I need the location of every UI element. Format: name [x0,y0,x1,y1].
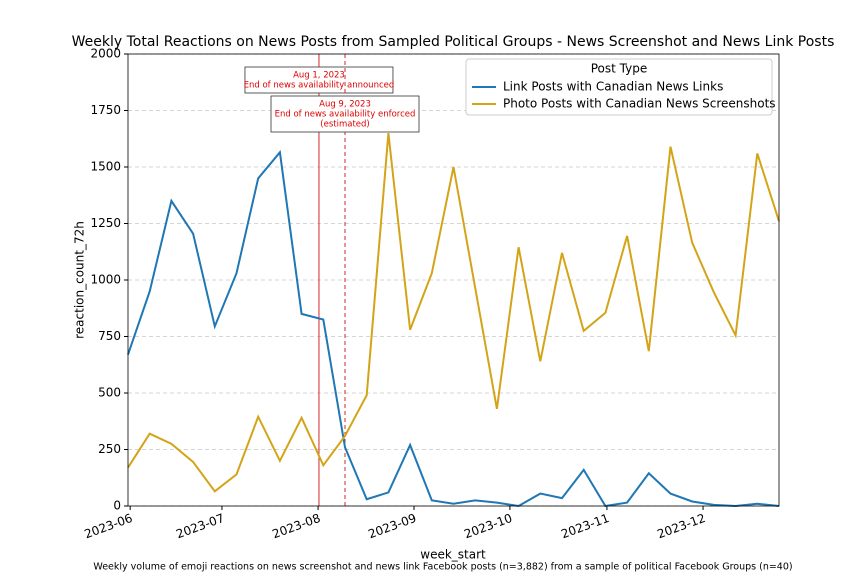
y-axis-label: reaction_count_72h [73,221,87,339]
x-tick-label: 2023-10 [462,511,514,541]
plot-frame [127,53,780,507]
y-tick-label: 0 [113,499,121,513]
x-tick-label: 2023-08 [270,511,322,541]
legend-box [465,58,773,116]
x-axis-label: week_start [420,548,486,562]
annotation-box [270,95,420,133]
y-tick-label: 500 [98,386,121,400]
annotation-text: End of news availability enforced [275,110,416,120]
x-tick-label: 2023-09 [366,511,418,541]
y-tick-label: 1750 [90,103,121,117]
annotation-text: End of news availability announced [244,81,395,91]
legend-title: Post Type [591,62,647,76]
series-line [127,132,780,493]
x-tick-label: 2023-06 [82,511,134,541]
y-tick-label: 1250 [90,216,121,230]
annotation-text: (estimated) [320,120,369,130]
y-tick-label: 250 [98,442,121,456]
x-tick-label: 2023-11 [559,511,611,541]
y-tick-label: 2000 [90,47,121,61]
x-tick-label: 2023-07 [174,511,226,541]
annotation-text: Aug 9, 2023 [319,100,371,110]
legend-label: Link Posts with Canadian News Links [503,80,723,94]
series-line [127,149,780,508]
chart-title: Weekly Total Reactions on News Posts fro… [72,34,835,50]
legend-label: Photo Posts with Canadian News Screensho… [503,97,776,111]
annotation-box [244,66,394,94]
x-tick-label: 2023-12 [655,511,707,541]
legend: Post Type Link Posts with Canadian News L… [465,58,776,116]
annotation-text: Aug 1, 2023 [293,71,345,81]
y-tick-label: 1000 [90,273,121,287]
y-tick-label: 1500 [90,160,121,174]
caption: Weekly volume of emoji reactions on news… [93,562,792,573]
y-tick-label: 750 [98,329,121,343]
